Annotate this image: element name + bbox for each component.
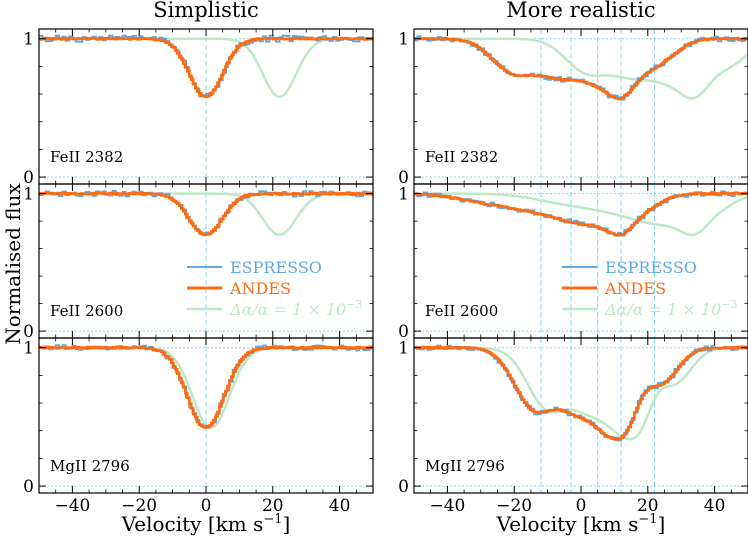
title-left: Simplistic [153,0,259,22]
title-right: More realistic [506,0,655,22]
ion-label: FeII 2600 [50,302,123,320]
legend-andes-label: ANDES [604,279,666,298]
panel-right-3: −40 −20 0 20 40 0 1 MgII 2796 [398,337,748,516]
y-tick-label: 1 [23,339,34,359]
legend-shifted-label: Δα/α = 1 × 10−3 [604,298,737,319]
y-tick-label: 0 [23,168,34,188]
x-tick-label: −40 [54,496,90,516]
legend-shifted-text: Δα/α = 1 × 10 [604,300,721,319]
x-axis-label-right: Velocity [km s−1] [496,512,666,536]
series-shifted-alpha [414,346,748,441]
y-tick-label: 1 [398,339,409,359]
series-shifted-alpha [414,37,748,100]
x-tick-label: 20 [637,496,659,516]
x-tick-label: −20 [496,496,532,516]
x-tick-label: 0 [576,496,587,516]
y-tick-label: 0 [23,477,34,497]
series-andes [39,191,374,237]
legend-espresso-label: ESPRESSO [230,258,322,277]
x-tick-label: −40 [429,496,465,516]
x-tick-label: 40 [329,496,351,516]
x-tick-label: 0 [201,496,212,516]
y-tick-label: 0 [398,322,409,342]
legend-shifted-text: Δα/α = 1 × 10 [229,300,346,319]
y-tick-label: 0 [398,477,409,497]
series-shifted-alpha [414,192,748,237]
series-andes [414,36,748,101]
series-andes [39,345,374,429]
y-tick-label: 1 [398,30,409,50]
series-espresso [414,190,748,237]
y-tick-label: 1 [23,185,34,205]
x-tick-label: −20 [121,496,157,516]
legend-shifted-exponent: −3 [721,298,737,311]
panel-right-1: 0 1 FeII 2382 [398,28,748,188]
ion-label: FeII 2382 [50,148,123,166]
x-tick-label: 40 [704,496,726,516]
y-tick-label: 1 [398,185,409,205]
series-andes [414,345,748,441]
x-axis-label-left: Velocity [km s−1] [121,512,291,536]
y-axis-label: Normalised flux [1,183,25,345]
series-espresso [414,35,748,101]
y-tick-label: 0 [398,168,409,188]
legend-shifted-exponent: −3 [346,298,362,311]
series-andes [39,36,374,98]
y-tick-label: 0 [23,322,34,342]
ion-label: FeII 2600 [425,302,498,320]
panel-left-3: −40 −20 0 20 40 0 1 MgII 2796 [23,337,374,516]
ion-label: FeII 2382 [425,148,498,166]
x-tick-label: 20 [262,496,284,516]
legend-shifted-label: Δα/α = 1 × 10−3 [229,298,362,319]
legend-espresso-label: ESPRESSO [605,258,697,277]
panel-left-1: 0 1 FeII 2382 [23,28,374,188]
y-tick-label: 1 [23,30,34,50]
series-andes [414,191,748,237]
ion-label: MgII 2796 [425,457,505,475]
legend-andes-label: ANDES [229,279,291,298]
ion-label: MgII 2796 [50,457,130,475]
